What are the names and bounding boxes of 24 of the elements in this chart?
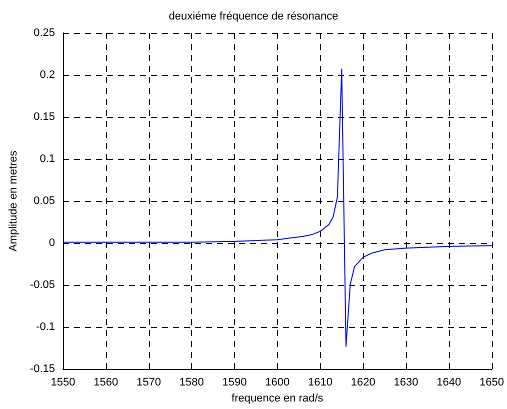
x-axis-title: frequence en rad/s (232, 392, 324, 404)
x-tick-label: 1590 (222, 376, 247, 389)
x-tick-label: 1580 (179, 376, 204, 389)
x-tick-label: 1600 (265, 376, 290, 389)
chart-title: deuxiéme fréquence de résonance (168, 10, 338, 22)
y-tick-label: -0.1 (36, 321, 55, 334)
x-tick-label: 1650 (480, 376, 504, 389)
y-tick-label: -0.05 (30, 279, 55, 292)
y-tick-label: -0.15 (30, 363, 55, 376)
y-tick-label: 0.25 (34, 27, 55, 39)
y-tick-label: 0.1 (40, 153, 55, 166)
line-series (62, 68, 492, 347)
y-tick-label: 0.15 (34, 111, 55, 124)
y-tick-label: 0.2 (40, 69, 55, 82)
y-axis-title: Amplitude en metres (8, 150, 20, 252)
x-tick-label: 1620 (350, 376, 376, 389)
x-tick-label: 1550 (50, 376, 76, 389)
x-tick-label: 1630 (394, 376, 418, 389)
x-tick-label: 1570 (136, 376, 161, 389)
x-tick-label: 1610 (308, 376, 332, 389)
y-tick-label: 0 (48, 237, 55, 250)
y-tick-label: 0.05 (34, 195, 55, 208)
x-tick-label: 1560 (94, 376, 118, 389)
x-tick-label: 1640 (436, 376, 462, 389)
